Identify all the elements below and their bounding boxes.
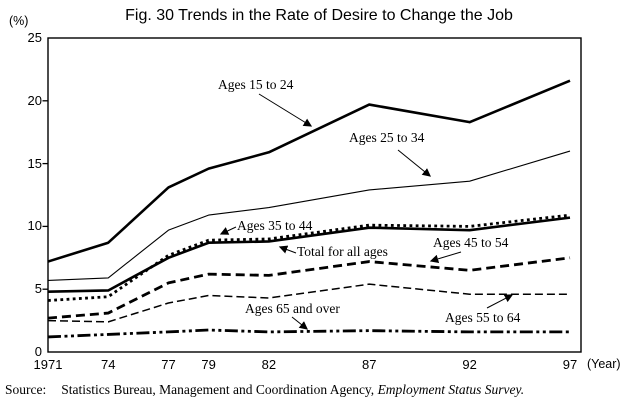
- x-tick-label: 87: [361, 357, 377, 372]
- x-axis-unit-label: (Year): [587, 357, 621, 371]
- source-note: Source: Statistics Bureau, Management and…: [5, 382, 524, 398]
- series-label-ages-35-to-44: Ages 35 to 44: [237, 218, 313, 233]
- y-tick-label: 15: [27, 155, 42, 171]
- y-axis-unit-label: (%): [9, 14, 29, 28]
- y-tick-label: 25: [27, 30, 42, 45]
- plot-border: [47, 37, 582, 353]
- series-line-ages-35-to-44: [47, 213, 571, 302]
- series-line-total-for-all-ages: [47, 216, 571, 294]
- chart-title: Fig. 30 Trends in the Rate of Desire to …: [125, 7, 513, 24]
- source-prefix: Source:: [5, 382, 47, 397]
- series-line-ages-65-and-over: [47, 328, 570, 339]
- series-label-total-for-all-ages: Total for all ages: [297, 244, 388, 259]
- x-tick-label: 82: [261, 357, 277, 372]
- annotation-arrow-ages-65-and-over: [291, 316, 308, 330]
- series-label-ages-65-and-over: Ages 65 and over: [245, 301, 340, 316]
- series-label-ages-25-to-34: Ages 25 to 34: [349, 130, 425, 145]
- y-tick-label: 20: [27, 92, 42, 108]
- annotation-arrow-ages-35-to-44: [219, 226, 237, 235]
- y-tick-label: 0: [34, 344, 42, 359]
- y-tick-label: 5: [34, 281, 42, 297]
- series-label-ages-15-to-24: Ages 15 to 24: [218, 77, 294, 92]
- source-survey-name: Employment Status Survey.: [377, 382, 525, 397]
- annotation-arrow-ages-25-to-34: [397, 149, 431, 177]
- series-line-ages-15-to-24: [47, 79, 571, 263]
- x-tick-label: 92: [462, 357, 477, 372]
- series-label-ages-55-to-64: Ages 55 to 64: [445, 310, 521, 325]
- series-line-ages-55-to-64: [47, 283, 570, 323]
- annotation-arrow-ages-45-to-54: [429, 251, 462, 263]
- x-tick-label: 79: [201, 357, 216, 372]
- annotation-arrow-ages-55-to-64: [486, 294, 514, 309]
- series-line-ages-45-to-54: [47, 256, 571, 320]
- x-tick-label: 77: [161, 357, 176, 372]
- source-text: Statistics Bureau, Management and Coordi…: [61, 382, 378, 397]
- series-line-ages-25-to-34: [47, 150, 571, 281]
- x-tick-label: 74: [100, 357, 116, 372]
- annotation-arrow-total-for-all-ages: [278, 245, 297, 254]
- x-tick-label: 1971: [33, 357, 63, 372]
- y-tick-label: 10: [27, 218, 42, 234]
- annotation-arrow-ages-15-to-24: [258, 93, 313, 127]
- x-tick-label: 97: [562, 357, 578, 372]
- series-label-ages-45-to-54: Ages 45 to 54: [433, 235, 509, 250]
